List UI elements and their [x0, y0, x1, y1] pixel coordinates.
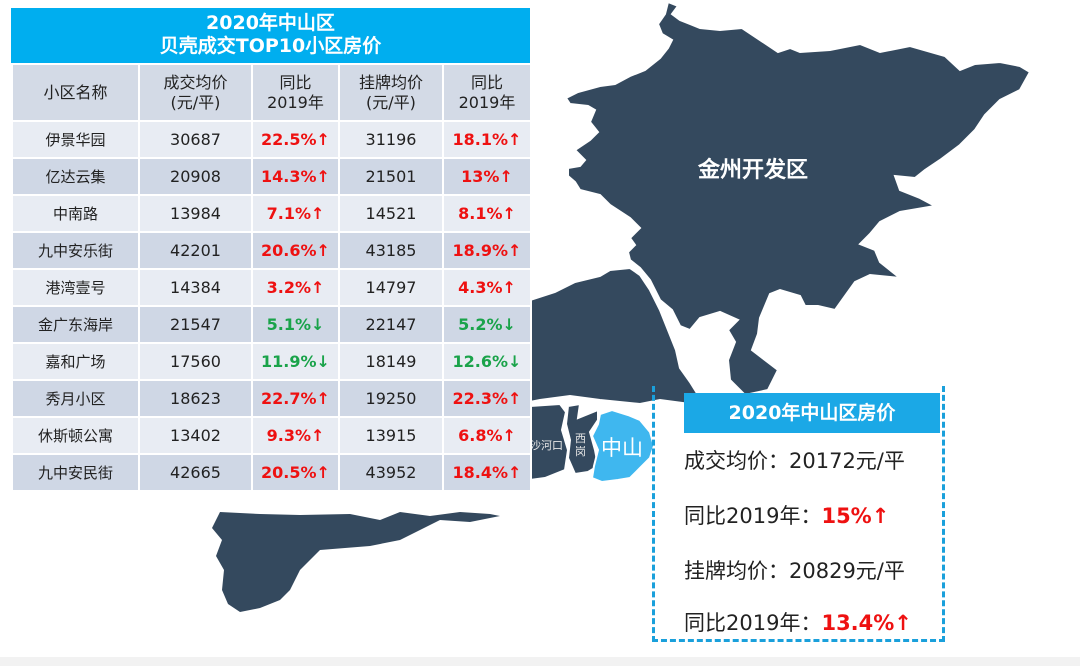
deal-price: 18623: [138, 379, 253, 418]
list-yoy: 5.2%↓: [442, 305, 532, 344]
list-yoy: 4.3%↑: [442, 268, 532, 307]
summary-box: [652, 386, 945, 642]
table-title-line2: 贝壳成交TOP10小区房价: [159, 35, 382, 57]
community-name: 休斯顿公寓: [11, 416, 140, 455]
community-name: 九中安乐街: [11, 231, 140, 270]
community-name: 港湾壹号: [11, 268, 140, 307]
top10-table-panel: 2020年中山区 贝壳成交TOP10小区房价 小区名称 成交均价 (元/平) 同比…: [11, 8, 532, 492]
table-row: 九中安民街 42665 20.5%↑ 43952 18.4%↑: [11, 453, 532, 492]
deal-price: 42665: [138, 453, 253, 492]
list-price: 14797: [338, 268, 444, 307]
community-name: 金广东海岸: [11, 305, 140, 344]
list-price: 13915: [338, 416, 444, 455]
deal-yoy: 20.6%↑: [251, 231, 340, 270]
deal-yoy: 22.5%↑: [251, 120, 340, 159]
table-header-row: 小区名称 成交均价 (元/平) 同比 2019年 挂牌均价 (元/平) 同比 2019年: [11, 63, 532, 122]
table-row: 亿达云集 20908 14.3%↑ 21501 13%↑: [11, 157, 532, 196]
header-name: 小区名称: [11, 63, 140, 122]
top10-table: 小区名称 成交均价 (元/平) 同比 2019年 挂牌均价 (元/平) 同比 2019年…: [11, 63, 532, 492]
deal-yoy: 20.5%↑: [251, 453, 340, 492]
list-yoy: 12.6%↓: [442, 342, 532, 381]
community-name: 秀月小区: [11, 379, 140, 418]
list-yoy: 18.4%↑: [442, 453, 532, 492]
list-price: 18149: [338, 342, 444, 381]
table-row: 金广东海岸 21547 5.1%↓ 22147 5.2%↓: [11, 305, 532, 344]
deal-yoy: 3.2%↑: [251, 268, 340, 307]
summary-deal-price: 成交均价：20172元/平: [684, 449, 905, 473]
table-row: 秀月小区 18623 22.7%↑ 19250 22.3%↑: [11, 379, 532, 418]
jinzhou-label: 金州开发区: [698, 158, 809, 183]
deal-yoy: 9.3%↑: [251, 416, 340, 455]
shahekou-label: 沙河口: [530, 439, 563, 452]
list-yoy: 13%↑: [442, 157, 532, 196]
table-row: 嘉和广场 17560 11.9%↓ 18149 12.6%↓: [11, 342, 532, 381]
table-row: 港湾壹号 14384 3.2%↑ 14797 4.3%↑: [11, 268, 532, 307]
community-name: 九中安民街: [11, 453, 140, 492]
deal-yoy: 7.1%↑: [251, 194, 340, 233]
list-price: 22147: [338, 305, 444, 344]
table-row: 伊景华园 30687 22.5%↑ 31196 18.1%↑: [11, 120, 532, 159]
list-yoy: 18.1%↑: [442, 120, 532, 159]
ganjingzi-region: [529, 266, 702, 406]
header-deal-yoy: 同比 2019年: [251, 63, 340, 122]
header-list-price: 挂牌均价 (元/平): [338, 63, 444, 122]
deal-yoy: 5.1%↓: [251, 305, 340, 344]
table-title: 2020年中山区 贝壳成交TOP10小区房价: [11, 8, 530, 63]
table-row: 休斯顿公寓 13402 9.3%↑ 13915 6.8%↑: [11, 416, 532, 455]
table-row: 九中安乐街 42201 20.6%↑ 43185 18.9%↑: [11, 231, 532, 270]
community-name: 伊景华园: [11, 120, 140, 159]
header-deal-price: 成交均价 (元/平): [138, 63, 253, 122]
summary-deal-yoy: 同比2019年：15%↑: [684, 504, 890, 528]
deal-price: 42201: [138, 231, 253, 270]
deal-price: 14384: [138, 268, 253, 307]
list-yoy: 22.3%↑: [442, 379, 532, 418]
deal-yoy: 22.7%↑: [251, 379, 340, 418]
deal-yoy: 14.3%↑: [251, 157, 340, 196]
summary-list-yoy: 同比2019年：13.4%↑: [684, 611, 912, 635]
deal-price: 20908: [138, 157, 253, 196]
community-name: 亿达云集: [11, 157, 140, 196]
zhongshan-region[interactable]: [590, 408, 656, 484]
xigang-label: 西岗: [575, 432, 586, 458]
list-yoy: 6.8%↑: [442, 416, 532, 455]
community-name: 嘉和广场: [11, 342, 140, 381]
deal-price: 30687: [138, 120, 253, 159]
community-name: 中南路: [11, 194, 140, 233]
list-price: 14521: [338, 194, 444, 233]
jinzhou-region[interactable]: [564, 0, 1032, 397]
deal-price: 13984: [138, 194, 253, 233]
deal-price: 13402: [138, 416, 253, 455]
list-price: 19250: [338, 379, 444, 418]
deal-price: 17560: [138, 342, 253, 381]
list-price: 21501: [338, 157, 444, 196]
list-price: 31196: [338, 120, 444, 159]
table-title-line1: 2020年中山区: [206, 12, 335, 34]
list-yoy: 8.1%↑: [442, 194, 532, 233]
zhongshan-label: 中山: [601, 436, 643, 460]
lushun-region: [212, 512, 500, 612]
list-yoy: 18.9%↑: [442, 231, 532, 270]
deal-yoy: 11.9%↓: [251, 342, 340, 381]
table-row: 中南路 13984 7.1%↑ 14521 8.1%↑: [11, 194, 532, 233]
bottom-strip: [0, 657, 1080, 666]
list-price: 43185: [338, 231, 444, 270]
header-list-yoy: 同比 2019年: [442, 63, 532, 122]
deal-price: 21547: [138, 305, 253, 344]
summary-title: 2020年中山区房价: [684, 393, 940, 433]
list-price: 43952: [338, 453, 444, 492]
summary-list-price: 挂牌均价：20829元/平: [684, 559, 905, 583]
